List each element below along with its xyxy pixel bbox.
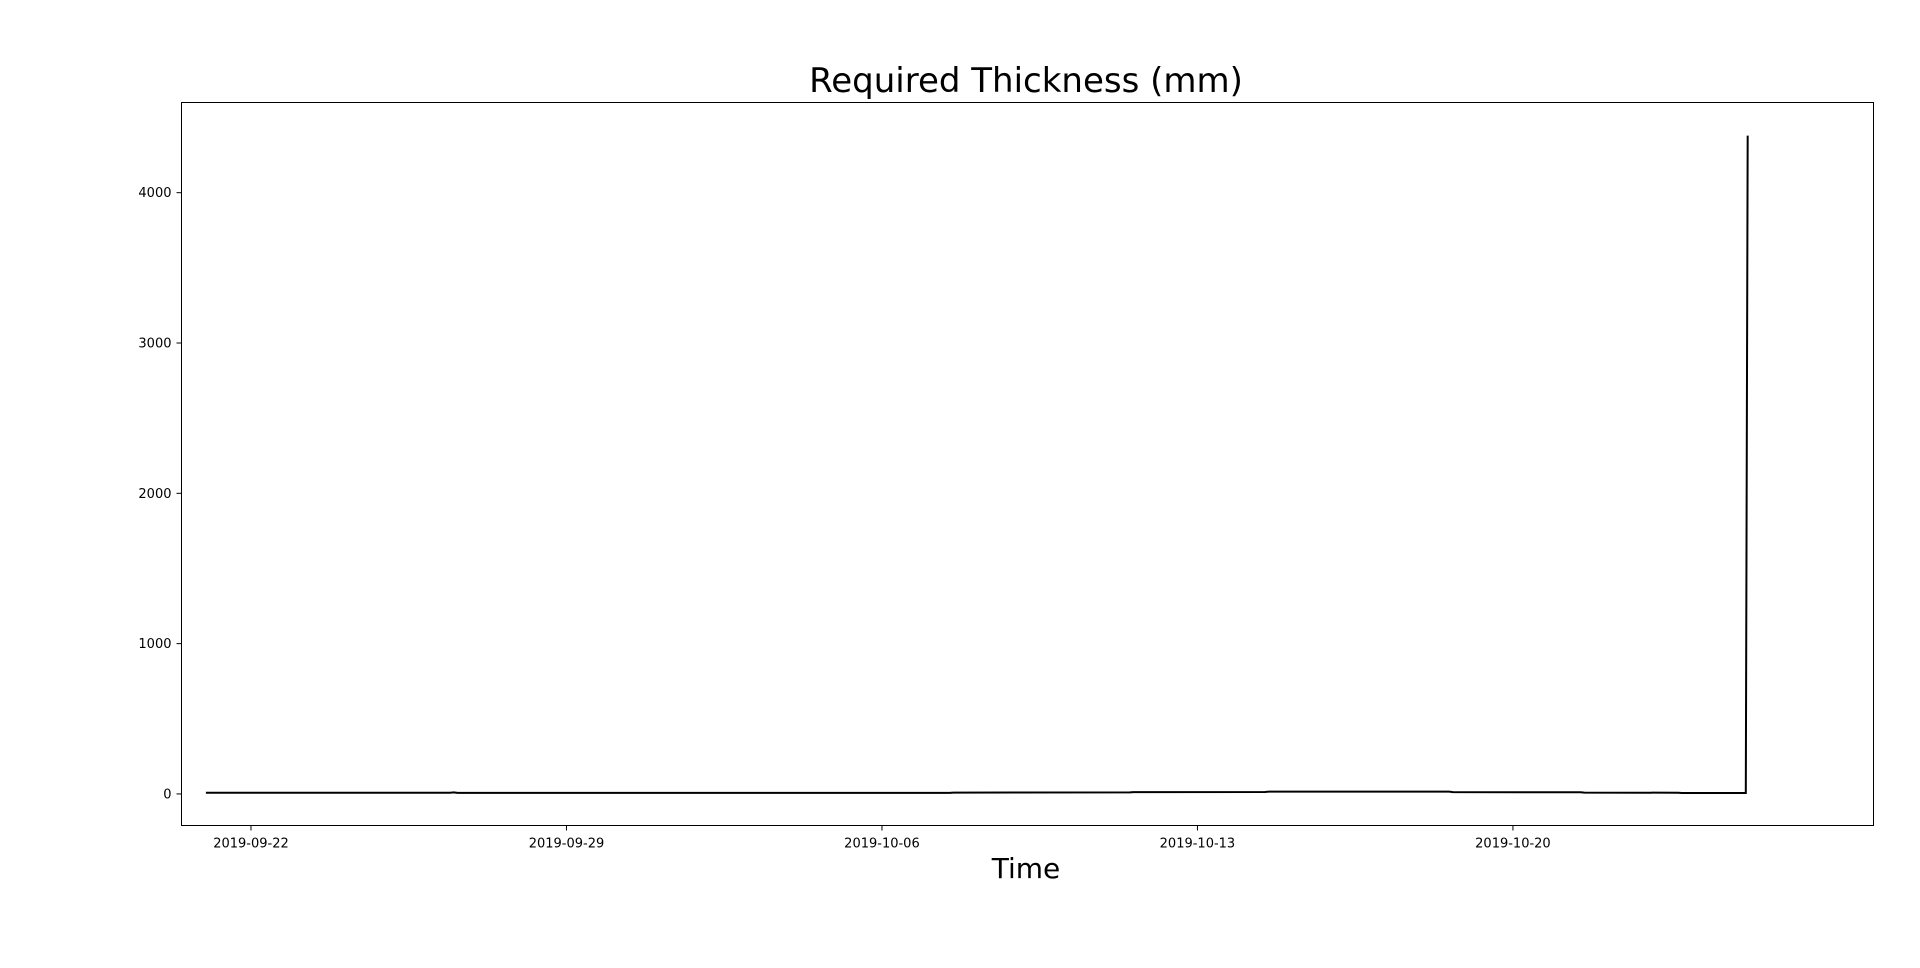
x-tick-label: 2019-10-13 bbox=[1160, 837, 1236, 852]
x-tick-label: 2019-10-06 bbox=[844, 837, 920, 852]
y-tick-label: 2000 bbox=[138, 487, 171, 502]
x-tick-label: 2019-09-29 bbox=[529, 837, 605, 852]
y-axis: 0 1000 2000 3000 4000 bbox=[138, 186, 182, 802]
series-group bbox=[205, 135, 1749, 795]
plot-area-frame bbox=[181, 102, 1874, 826]
x-tick-label: 2019-10-20 bbox=[1475, 837, 1551, 852]
x-tick-label: 2019-09-22 bbox=[213, 837, 289, 852]
x-axis: 2019-09-22 2019-09-29 2019-10-06 2019-10-13… bbox=[213, 825, 1551, 852]
y-tick-label: 3000 bbox=[138, 336, 171, 351]
y-tick-label: 0 bbox=[163, 787, 171, 802]
y-tick-label: 1000 bbox=[138, 637, 171, 652]
chart-title: Required Thickness (mm) bbox=[809, 61, 1243, 101]
x-axis-label: Time bbox=[991, 852, 1061, 885]
series-line bbox=[205, 135, 1749, 795]
y-tick-label: 4000 bbox=[138, 186, 171, 201]
